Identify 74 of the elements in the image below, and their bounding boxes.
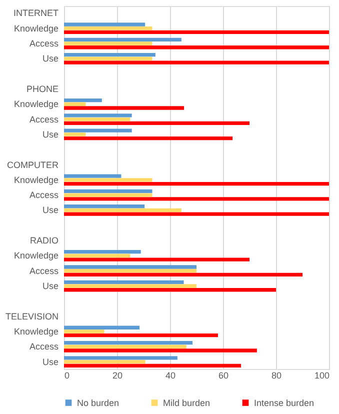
y-tick-label: Access (29, 266, 59, 276)
y-tick-label: Knowledge (14, 250, 58, 261)
bar (64, 174, 122, 178)
y-tick-label: Use (42, 54, 58, 64)
y-tick-label: COMPUTER (7, 160, 59, 170)
bar (64, 280, 184, 284)
x-tick-label: 20 (112, 370, 123, 380)
bar (64, 288, 276, 292)
y-tick-label: Knowledge (14, 326, 58, 336)
bar (64, 326, 140, 330)
y-tick-label: Access (29, 114, 59, 124)
bar (64, 204, 145, 208)
y-tick-label: TELEVISION (5, 311, 58, 322)
bar (64, 102, 86, 106)
bar (64, 348, 257, 352)
bar (64, 117, 130, 122)
y-tick-label: Use (42, 356, 58, 367)
bar (64, 334, 218, 338)
y-tick-label: Access (29, 38, 59, 49)
bar (64, 197, 329, 201)
legend-label: Mild burden (163, 398, 210, 408)
bar (64, 193, 152, 197)
bar (64, 42, 152, 46)
bar (64, 60, 329, 64)
bar (64, 330, 104, 334)
bar (64, 56, 152, 60)
bar (64, 254, 130, 258)
y-tick-label: Use (42, 205, 58, 216)
x-tick-label: 80 (271, 370, 282, 380)
x-tick-label: 60 (218, 370, 229, 380)
bar (64, 26, 152, 30)
bar (64, 272, 302, 277)
bar (64, 121, 250, 125)
bar (64, 189, 152, 194)
bar (64, 258, 250, 262)
y-tick-label: Use (42, 281, 58, 292)
bar (64, 46, 329, 50)
legend-label: No burden (77, 398, 120, 408)
bar (64, 136, 233, 140)
legend-label: Intense burden (254, 398, 314, 408)
y-tick-label: Knowledge (14, 174, 58, 185)
y-tick-label: RADIO (30, 236, 58, 246)
bar (64, 212, 329, 216)
y-tick-label: Knowledge (14, 23, 58, 34)
y-tick-label: INTERNET (14, 8, 59, 18)
bar (64, 344, 186, 348)
bar (64, 250, 141, 254)
y-tick-label: Use (42, 129, 58, 140)
bar (64, 106, 184, 110)
bar (64, 356, 178, 360)
y-tick-label: Knowledge (14, 99, 58, 110)
bar (64, 269, 196, 273)
bar (64, 182, 329, 186)
bar (64, 30, 329, 34)
bar (64, 22, 146, 26)
bar (64, 360, 146, 364)
bar (64, 52, 156, 57)
y-tick-label: PHONE (26, 84, 58, 94)
x-tick-label: 0 (64, 370, 70, 380)
bar (64, 128, 132, 132)
y-tick-label: Access (29, 342, 59, 352)
x-tick-label: 40 (165, 370, 176, 380)
bar (64, 340, 193, 345)
bar (64, 178, 152, 182)
bar (64, 208, 182, 212)
bar (64, 98, 102, 102)
bar (64, 38, 182, 42)
bar (64, 265, 196, 269)
bar (64, 364, 242, 368)
bar (64, 132, 86, 136)
x-tick-label: 100 (314, 370, 330, 380)
y-tick-label: Access (29, 190, 59, 200)
bar (64, 284, 196, 288)
bar (64, 114, 132, 118)
